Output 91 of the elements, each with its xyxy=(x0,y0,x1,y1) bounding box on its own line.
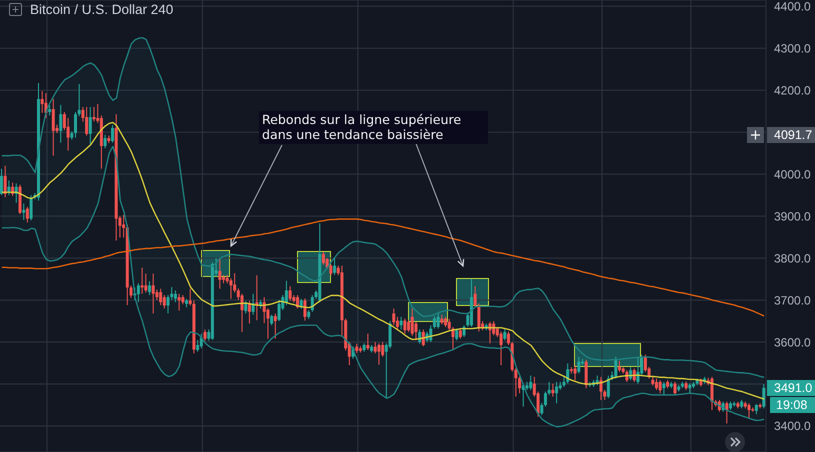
candlestick xyxy=(284,280,288,306)
y-tick-label: 4300.0 xyxy=(774,42,812,56)
candlestick xyxy=(355,343,358,354)
candlestick xyxy=(303,298,306,322)
candlestick xyxy=(754,404,758,415)
candlestick xyxy=(188,288,192,306)
candlestick xyxy=(26,206,29,223)
y-tick-label: 3400.0 xyxy=(774,419,812,434)
candlestick xyxy=(366,333,370,351)
candlestick xyxy=(584,359,588,389)
candlestick xyxy=(500,331,503,366)
candlestick xyxy=(218,258,222,290)
candlestick xyxy=(270,314,274,326)
candlestick xyxy=(52,98,55,156)
y-tick-label: 4400.0 xyxy=(774,0,812,14)
candlestick xyxy=(374,342,377,354)
candlestick xyxy=(85,106,88,136)
y-tick-label: 4200.0 xyxy=(774,83,812,98)
candlestick xyxy=(162,294,166,309)
candlestick xyxy=(0,168,3,196)
candlestick xyxy=(148,280,152,296)
candlestick xyxy=(174,290,177,303)
candlestick xyxy=(333,258,336,276)
candlestick xyxy=(178,293,181,312)
candlestick xyxy=(30,194,33,221)
candlestick xyxy=(155,289,158,301)
candlestick xyxy=(7,180,10,196)
text: 3491.0 xyxy=(774,380,812,395)
candlestick xyxy=(244,300,248,314)
candlestick xyxy=(104,134,107,149)
y-tick-label: 3900.0 xyxy=(774,209,812,224)
candlestick xyxy=(574,364,577,381)
y-tick-label: 3700.0 xyxy=(774,293,812,308)
candlestick xyxy=(555,381,558,404)
y-tick-label: 3600.0 xyxy=(774,335,812,350)
candlestick xyxy=(551,383,554,398)
candlestick xyxy=(436,312,440,330)
candlestick xyxy=(606,375,610,399)
candlestick xyxy=(455,328,458,341)
candlestick xyxy=(262,296,266,324)
y-tick-label: 3800.0 xyxy=(774,251,812,266)
candlestick xyxy=(140,267,144,294)
candlestick xyxy=(514,368,518,398)
candlestick xyxy=(88,106,92,144)
candlestick xyxy=(92,106,96,122)
candlestick xyxy=(658,380,662,394)
y-tick-label: 4000.0 xyxy=(774,167,812,182)
candlestick xyxy=(403,318,406,334)
candlestick xyxy=(414,321,418,341)
candlestick xyxy=(274,313,277,340)
candlestick xyxy=(673,381,676,396)
candlestick xyxy=(688,382,692,394)
candlestick xyxy=(458,328,462,340)
text: 19:08 xyxy=(776,398,808,412)
candlestick xyxy=(377,342,380,366)
text: 4091.7 xyxy=(774,128,812,142)
candlestick xyxy=(136,282,140,303)
candlestick xyxy=(392,308,396,326)
candlestick xyxy=(422,328,425,347)
candlestick xyxy=(4,165,7,198)
candlestick xyxy=(614,356,618,380)
candlestick xyxy=(474,286,477,308)
candlestick xyxy=(400,316,403,330)
line-series xyxy=(1,218,765,317)
candlestick xyxy=(654,378,658,390)
candlestick xyxy=(322,251,325,266)
candlestick xyxy=(444,316,448,328)
candlestick xyxy=(40,90,44,114)
candlestick xyxy=(59,104,62,144)
candlestick xyxy=(204,328,207,342)
candlestick xyxy=(181,294,184,305)
annotation: Rebonds sur la ligne supérieure dans une tendance baissière xyxy=(262,112,462,142)
candlestick xyxy=(111,124,114,144)
candlestick xyxy=(618,360,621,372)
candlestick xyxy=(662,381,666,396)
candlestick xyxy=(22,203,26,220)
candlestick xyxy=(144,273,148,294)
candlestick xyxy=(748,402,750,419)
candlestick xyxy=(577,356,580,374)
candlestick xyxy=(529,375,532,390)
candlestick xyxy=(410,308,414,336)
candlestick xyxy=(440,314,444,325)
candlestick xyxy=(159,288,162,306)
candlestick xyxy=(407,319,410,332)
candlestick xyxy=(196,339,200,352)
chart-title: Bitcoin / U.S. Dollar 240 xyxy=(30,2,174,17)
line-series xyxy=(1,146,765,428)
candlestick xyxy=(152,273,155,314)
candlestick xyxy=(503,328,506,341)
candlestick xyxy=(48,104,52,116)
candlestick xyxy=(288,286,292,302)
